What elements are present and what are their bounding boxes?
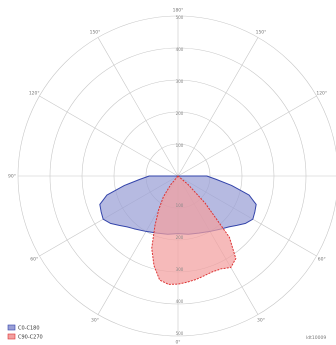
angle-label: 30° (257, 317, 265, 323)
legend-label-c90-c270: C90-C270 (18, 335, 43, 341)
angle-label: 150° (90, 30, 101, 36)
legend-swatch-c0-c180 (7, 324, 16, 331)
angle-label: 180° (173, 8, 184, 14)
grid-spoke (39, 95, 179, 177)
series-c90-c270 (151, 175, 237, 285)
legend: C0-C180 C90-C270 (7, 324, 43, 341)
radial-tick-label: 100 (176, 203, 184, 208)
angle-label: 120° (316, 91, 327, 97)
radial-tick-label: 300 (176, 267, 184, 272)
grid-spoke (97, 37, 179, 177)
angle-label: 120° (29, 91, 40, 97)
series-layer (99, 175, 257, 285)
radial-tick-label: 100 (176, 143, 184, 148)
radial-tick-label: 400 (176, 47, 184, 52)
angle-label: 90° (8, 174, 16, 180)
legend-label-c0-c180: C0-C180 (18, 326, 40, 332)
legend-swatch-c90-c270 (7, 333, 16, 340)
radial-tick-label: 400 (176, 299, 184, 304)
angle-label: 150° (256, 30, 267, 36)
angle-label: 60° (30, 257, 38, 263)
radial-tick-label: 200 (176, 235, 184, 240)
labels-layer: 100100200200300300400400500500180°150°12… (8, 8, 327, 345)
radial-tick-label: 200 (176, 111, 184, 116)
radial-tick-label: 300 (176, 79, 184, 84)
angle-label: 30° (91, 317, 99, 323)
angle-label: 0° (175, 340, 180, 345)
footer-id: ldt10009 (306, 335, 326, 341)
radial-tick-label: 500 (176, 331, 184, 336)
radial-tick-label: 500 (176, 15, 184, 20)
grid-spoke (177, 95, 317, 177)
grid-spoke (177, 37, 259, 177)
angle-label: 60° (318, 257, 326, 263)
